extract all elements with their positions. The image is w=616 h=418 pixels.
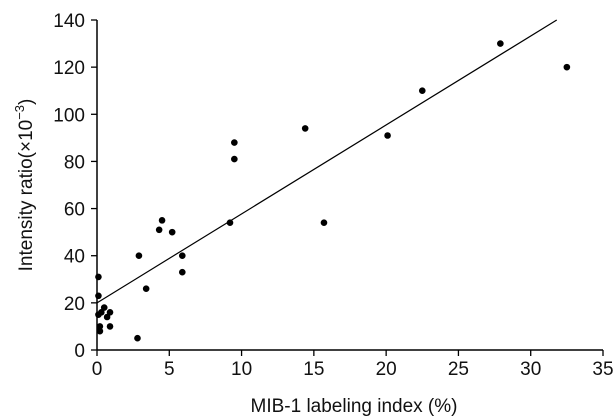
data-point-9 (106, 323, 114, 330)
y-tick-label-7: 140 (53, 11, 85, 32)
x-axis-title: MIB-1 labeling index (%) (251, 396, 458, 417)
x-tick-label-3: 15 (303, 359, 324, 380)
data-point-21 (301, 125, 309, 132)
data-point-23 (384, 132, 391, 139)
regression-line (96, 19, 558, 304)
data-point-19 (231, 139, 238, 146)
y-tick-label-0: 0 (74, 341, 85, 362)
data-point-8 (106, 308, 114, 316)
data-point-1 (95, 292, 102, 300)
x-tick-label-4: 20 (376, 359, 397, 380)
y-axis-ticks: 0 20 40 60 80 100 120 140 (53, 11, 97, 362)
y-axis-title-main: Intensity ratio( (16, 151, 37, 271)
x-tick-label-2: 10 (231, 359, 252, 380)
y-tick-label-2: 40 (64, 247, 85, 268)
y-axis-title-close: ) (16, 99, 37, 105)
data-point-20 (231, 155, 238, 163)
y-axis-title-multiplier: ×10 (16, 120, 37, 152)
data-point-22 (320, 219, 328, 227)
data-point-16 (178, 252, 186, 260)
data-point-3 (96, 323, 104, 330)
x-tick-label-1: 5 (164, 359, 175, 380)
data-point-13 (155, 226, 163, 234)
data-point-18 (226, 219, 234, 227)
y-tick-label-3: 60 (64, 200, 85, 221)
data-point-7 (103, 313, 111, 321)
data-point-6 (100, 304, 108, 311)
y-tick-label-1: 20 (64, 294, 85, 315)
data-point-15 (168, 228, 176, 236)
x-tick-label-6: 30 (520, 359, 541, 380)
data-point-4 (96, 327, 104, 335)
data-point-12 (142, 285, 150, 293)
data-point-10 (135, 252, 143, 260)
data-points (95, 40, 571, 342)
data-point-17 (178, 268, 186, 276)
y-axis-title: Intensity ratio(×10−3) (12, 99, 37, 272)
data-point-26 (563, 63, 571, 71)
x-tick-label-7: 35 (592, 359, 613, 380)
data-point-24 (418, 87, 426, 95)
y-tick-label-4: 80 (64, 152, 85, 173)
y-axis-title-exponent: −3 (12, 105, 27, 120)
x-tick-label-0: 0 (92, 359, 103, 380)
data-point-11 (134, 334, 141, 342)
data-point-5 (98, 308, 105, 316)
y-tick-label-5: 100 (53, 105, 85, 126)
data-point-0 (95, 273, 102, 281)
y-tick-label-6: 120 (53, 58, 85, 79)
x-axis-ticks: 0 5 10 15 20 25 30 35 (92, 350, 614, 380)
data-point-14 (158, 217, 166, 224)
data-point-25 (497, 40, 504, 47)
plot-area: 0 5 10 15 20 25 30 35 0 20 40 60 80 100 120 140 (53, 11, 613, 380)
x-tick-label-5: 25 (448, 359, 469, 380)
